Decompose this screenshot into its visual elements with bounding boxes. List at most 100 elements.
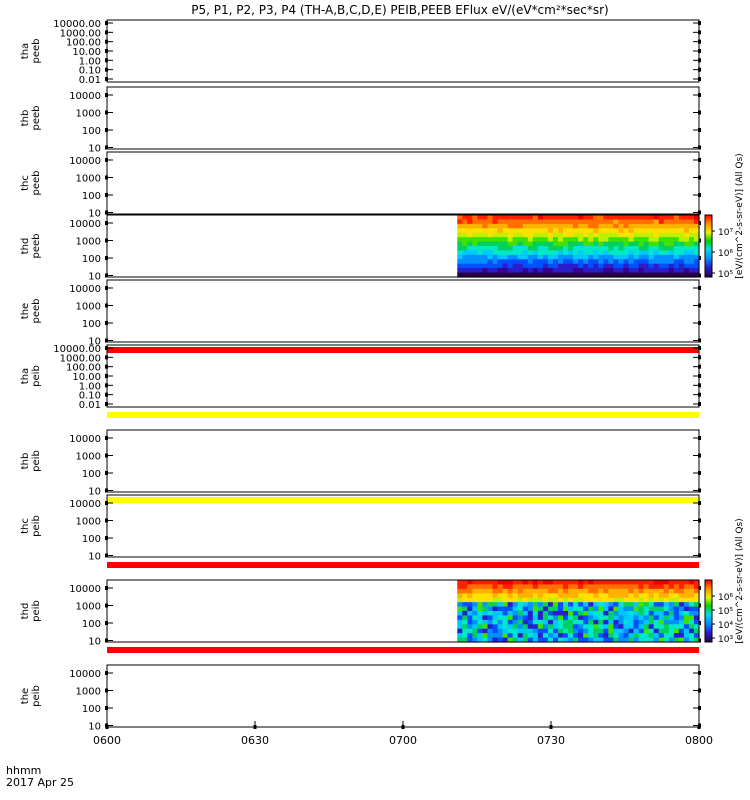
heatmap-cell bbox=[628, 584, 635, 590]
x-tick-marker bbox=[253, 725, 257, 729]
y-axis-label-probe: thb bbox=[20, 453, 31, 470]
heatmap-cell bbox=[663, 241, 670, 247]
heatmap-cell bbox=[678, 597, 685, 603]
heatmap-cell bbox=[457, 254, 463, 260]
heatmap-cell bbox=[492, 619, 499, 625]
heatmap-cell bbox=[472, 259, 479, 265]
heatmap-cell bbox=[477, 588, 484, 594]
heatmap-cell bbox=[462, 272, 468, 278]
heatmap-cell bbox=[532, 254, 539, 260]
heatmap-cell bbox=[457, 259, 463, 265]
heatmap-cell bbox=[653, 624, 660, 630]
heatmap-cell bbox=[507, 628, 514, 634]
heatmap-cell bbox=[608, 228, 614, 234]
heatmap-cell bbox=[462, 624, 468, 630]
heatmap-cell bbox=[683, 228, 690, 234]
heatmap-cell bbox=[693, 637, 700, 643]
heatmap-cell bbox=[643, 228, 650, 234]
heatmap-cell bbox=[678, 633, 685, 639]
heatmap-cell bbox=[598, 628, 604, 634]
heatmap-cell bbox=[658, 232, 665, 238]
heatmap-cell bbox=[512, 237, 519, 243]
heatmap-cell bbox=[663, 611, 670, 617]
heatmap-cell bbox=[502, 272, 509, 278]
heatmap-cell bbox=[643, 254, 650, 260]
heatmap-cell bbox=[643, 272, 650, 278]
heatmap-cell bbox=[477, 611, 484, 617]
heatmap-cell bbox=[557, 241, 564, 247]
heatmap-cell bbox=[557, 584, 564, 590]
heatmap-cell bbox=[593, 219, 599, 225]
heatmap-cell bbox=[673, 237, 680, 243]
heatmap-cell bbox=[613, 215, 620, 221]
heatmap-cell bbox=[467, 588, 473, 594]
heatmap-cell bbox=[588, 246, 594, 252]
heatmap-cell bbox=[517, 588, 524, 594]
heatmap-cell bbox=[683, 637, 690, 643]
heatmap-cell bbox=[588, 228, 594, 234]
heatmap-cell bbox=[608, 254, 614, 260]
heatmap-cell bbox=[603, 597, 609, 603]
heatmap-cell bbox=[557, 593, 564, 599]
heatmap-cell bbox=[487, 602, 494, 608]
heatmap-cell bbox=[688, 628, 695, 634]
heatmap-cell bbox=[487, 580, 494, 586]
heatmap-cell bbox=[482, 219, 489, 225]
heatmap-cell bbox=[603, 232, 609, 238]
heatmap-cell bbox=[673, 619, 680, 625]
heatmap-cell bbox=[658, 215, 665, 221]
heatmap-cell bbox=[693, 588, 700, 594]
heatmap-cell bbox=[643, 215, 650, 221]
heatmap-cell bbox=[482, 584, 489, 590]
y-tick-label: 10.00 bbox=[72, 47, 101, 58]
heatmap-cell bbox=[603, 606, 609, 612]
heatmap-cell bbox=[462, 637, 468, 643]
heatmap-cell bbox=[678, 624, 685, 630]
y-tick-label: 1000 bbox=[76, 174, 101, 185]
heatmap-cell bbox=[457, 593, 463, 599]
heatmap-cell bbox=[683, 580, 690, 586]
heatmap-cell bbox=[583, 580, 589, 586]
heatmap-cell bbox=[653, 637, 660, 643]
heatmap-cell bbox=[578, 259, 584, 265]
heatmap-cell bbox=[593, 580, 599, 586]
heatmap-cell bbox=[648, 597, 655, 603]
heatmap-cell bbox=[482, 580, 489, 586]
heatmap-cell bbox=[593, 593, 599, 599]
heatmap-cell bbox=[693, 624, 700, 630]
heatmap-cell bbox=[593, 250, 599, 256]
heatmap-cell bbox=[573, 593, 579, 599]
heatmap-cell bbox=[628, 611, 635, 617]
heatmap-cell bbox=[502, 223, 509, 229]
heatmap-cell bbox=[537, 633, 544, 639]
heatmap-cell bbox=[502, 228, 509, 234]
heatmap-cell bbox=[648, 588, 655, 594]
y-tick-label: 10000 bbox=[69, 219, 101, 230]
heatmap-cell bbox=[593, 615, 599, 621]
heatmap-cell bbox=[507, 228, 514, 234]
heatmap-cell bbox=[668, 602, 675, 608]
heatmap-cell bbox=[522, 611, 529, 617]
heatmap-cell bbox=[618, 602, 625, 608]
heatmap-cell bbox=[482, 615, 489, 621]
heatmap-cell bbox=[688, 219, 695, 225]
heatmap-cell bbox=[552, 624, 559, 630]
heatmap-cell bbox=[628, 241, 635, 247]
heatmap-cell bbox=[472, 602, 479, 608]
heatmap-cell bbox=[497, 246, 504, 252]
heatmap-cell bbox=[583, 246, 589, 252]
heatmap-cell bbox=[467, 628, 473, 634]
heatmap-cell bbox=[532, 584, 539, 590]
y-axis-label-probe: the bbox=[20, 303, 31, 319]
heatmap-cell bbox=[608, 615, 614, 621]
heatmap-cell bbox=[688, 619, 695, 625]
heatmap-cell bbox=[658, 593, 665, 599]
heatmap-cell bbox=[623, 624, 630, 630]
heatmap-cell bbox=[522, 259, 529, 265]
heatmap-cell bbox=[472, 263, 479, 269]
heatmap-cell bbox=[542, 263, 549, 269]
heatmap-cell bbox=[643, 619, 650, 625]
heatmap-cell bbox=[598, 241, 604, 247]
heatmap-cell bbox=[497, 611, 504, 617]
heatmap-cell bbox=[512, 268, 519, 274]
